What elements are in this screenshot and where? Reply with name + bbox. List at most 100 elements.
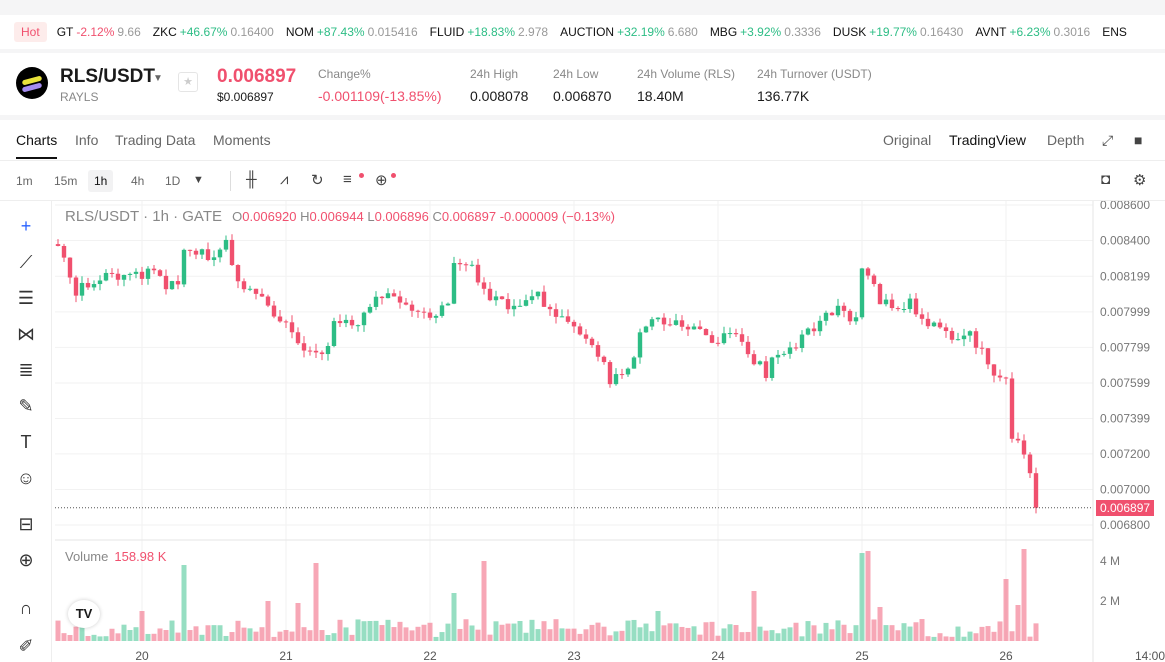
- candle-body: [109, 272, 115, 274]
- crosshair-icon[interactable]: +: [20, 216, 32, 236]
- magnet-icon[interactable]: ∩: [19, 598, 33, 618]
- candle-body: [325, 345, 331, 355]
- trend-line-icon[interactable]: ⟋: [19, 252, 33, 272]
- layout-icon[interactable]: ■: [1134, 132, 1143, 148]
- text-icon[interactable]: T: [20, 432, 32, 452]
- price-tick-label: 0.008600: [1100, 201, 1150, 212]
- horizontal-lines-icon[interactable]: ☰: [17, 288, 35, 308]
- candle-body: [643, 326, 649, 333]
- brush-icon[interactable]: ✎: [18, 396, 34, 416]
- price-tick-label: 0.007000: [1100, 482, 1150, 496]
- volume-bar: [307, 630, 313, 641]
- candle-body: [445, 303, 451, 306]
- timeframe-15m[interactable]: 15m: [54, 174, 78, 188]
- tab-tradingview[interactable]: TradingView: [949, 132, 1027, 148]
- candle-body: [721, 333, 727, 344]
- timeframe-1m[interactable]: 1m: [16, 174, 33, 188]
- candle-type-icon[interactable]: ╫: [246, 171, 257, 188]
- candlestick-chart[interactable]: 0.008600 0.008400 0.008199 0.007999 0.007799…: [0, 201, 1165, 662]
- ticker-item[interactable]: GT -2.12% 9.66: [56, 25, 141, 39]
- chevron-down-icon[interactable]: ▼: [153, 73, 163, 84]
- candle-body: [157, 270, 163, 276]
- volume-bar: [445, 623, 451, 641]
- price-tick-label: 0.007599: [1100, 376, 1150, 390]
- candle-body: [481, 282, 487, 289]
- volume-bar: [331, 633, 337, 641]
- candle-body: [739, 334, 745, 342]
- volume-bar: [919, 619, 925, 641]
- volume-bar: [859, 553, 865, 641]
- lock-drawing-icon[interactable]: ✐: [18, 636, 34, 656]
- candle-body: [355, 325, 361, 327]
- tab-depth[interactable]: Depth: [1047, 132, 1085, 148]
- tab-info[interactable]: Info: [75, 132, 99, 148]
- templates-icon[interactable]: ≡: [343, 171, 352, 188]
- symbol-title: RLS/USDT · 1h · GATE: [65, 208, 222, 225]
- candle-body: [505, 299, 511, 310]
- price-tick-label: 0.007399: [1100, 412, 1150, 426]
- zoom-in-icon[interactable]: ⊕: [18, 550, 34, 570]
- candle-body: [151, 268, 157, 271]
- indicators-icon[interactable]: ⩘: [280, 171, 289, 188]
- volume-bar: [151, 633, 157, 641]
- candle-body: [301, 343, 307, 351]
- volume-bar: [505, 623, 511, 641]
- hot-badge[interactable]: Hot: [14, 22, 47, 42]
- candle-body: [451, 263, 457, 304]
- timeframe-dropdown-icon[interactable]: ▼: [193, 174, 204, 186]
- volume-bar: [163, 630, 169, 641]
- volume-tick-label: 4 M: [1100, 554, 1120, 568]
- timeframe-1h[interactable]: 1h: [88, 170, 114, 192]
- divider: [230, 171, 231, 191]
- emoji-icon[interactable]: ☺: [16, 468, 36, 488]
- ticker-item[interactable]: MBG +3.92% 0.3336: [709, 25, 821, 39]
- volume-bar: [805, 621, 811, 641]
- tab-trading-data[interactable]: Trading Data: [115, 132, 196, 148]
- volume-bar: [853, 625, 859, 641]
- candle-body: [775, 354, 781, 358]
- tab-moments[interactable]: Moments: [213, 132, 271, 148]
- camera-icon[interactable]: ◘: [1101, 171, 1111, 188]
- ticker-item[interactable]: AVNT +6.23% 0.3016: [975, 25, 1091, 39]
- candle-body: [1009, 378, 1015, 439]
- fullscreen-icon[interactable]: ⤢: [1102, 132, 1114, 148]
- candle-body: [55, 244, 61, 246]
- pattern-nodes-icon[interactable]: ⋈: [17, 324, 35, 344]
- ruler-icon[interactable]: ⊟: [18, 514, 34, 534]
- favorite-star-icon[interactable]: ★: [178, 72, 198, 92]
- timeframe-1d[interactable]: 1D: [165, 174, 181, 188]
- candle-body: [607, 362, 613, 385]
- tab-charts[interactable]: Charts: [16, 132, 58, 159]
- ticker-item[interactable]: ENS: [1102, 25, 1127, 39]
- volume-bar: [835, 620, 841, 641]
- chart-tabs: Charts Info Trading Data Moments Origina…: [0, 120, 1165, 161]
- candle-body: [583, 334, 589, 339]
- tab-original[interactable]: Original: [883, 132, 932, 148]
- chart-legend: RLS/USDT · 1h · GATE O0.006920 H0.006944…: [65, 208, 615, 225]
- timeframe-4h[interactable]: 4h: [131, 174, 145, 188]
- ticker-item[interactable]: FLUID +18.83% 2.978: [429, 25, 549, 39]
- ticker-item[interactable]: ZKC +46.67% 0.16400: [152, 25, 274, 39]
- tradingview-logo[interactable]: TV: [68, 600, 100, 628]
- fib-retracement-icon[interactable]: ≣: [18, 360, 34, 380]
- ticker-item[interactable]: AUCTION +32.19% 6.680: [560, 25, 698, 39]
- ticker-item[interactable]: DUSK +19.77% 0.16430: [832, 25, 964, 39]
- volume-bar: [175, 632, 181, 641]
- ticker-item[interactable]: NOM +87.43% 0.015416: [285, 25, 418, 39]
- volume-bar: [925, 636, 931, 641]
- volume-bar: [613, 631, 619, 641]
- volume-bar: [745, 631, 751, 641]
- candle-body: [979, 347, 985, 349]
- volume-bar: [721, 628, 727, 641]
- candle-body: [487, 288, 493, 301]
- replay-icon[interactable]: ↻: [311, 172, 324, 189]
- candle-body: [769, 357, 775, 378]
- add-icon[interactable]: ⊕: [375, 172, 388, 189]
- time-tick-label: 24: [711, 649, 725, 662]
- candle-body: [145, 268, 151, 279]
- volume-bar: [997, 621, 1003, 641]
- candle-body: [427, 312, 433, 318]
- pair-selector[interactable]: RLS/USDT: [60, 66, 155, 87]
- volume-bar: [865, 551, 871, 641]
- settings-gear-icon[interactable]: ⚙: [1133, 172, 1147, 189]
